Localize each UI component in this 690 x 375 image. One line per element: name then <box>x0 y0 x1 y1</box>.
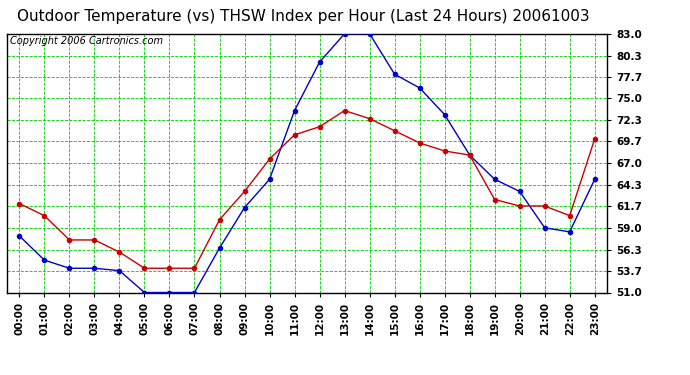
Text: Copyright 2006 Cartronics.com: Copyright 2006 Cartronics.com <box>10 36 163 46</box>
Text: Outdoor Temperature (vs) THSW Index per Hour (Last 24 Hours) 20061003: Outdoor Temperature (vs) THSW Index per … <box>17 9 590 24</box>
